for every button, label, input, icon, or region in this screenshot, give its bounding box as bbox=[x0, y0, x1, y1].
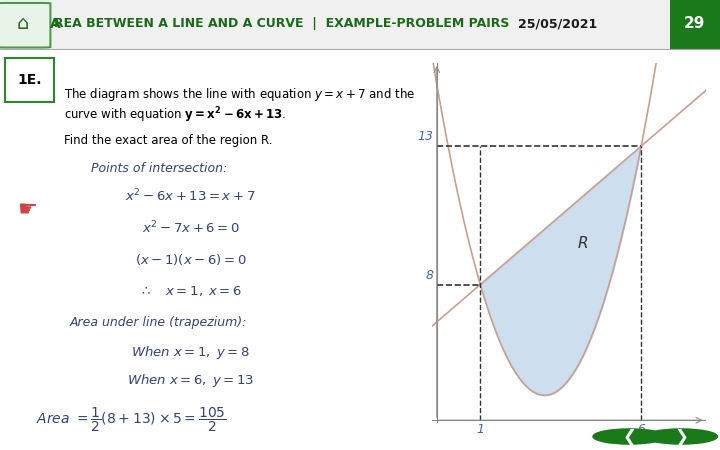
Text: 13: 13 bbox=[418, 130, 433, 143]
Text: 29: 29 bbox=[684, 16, 706, 31]
Circle shape bbox=[593, 429, 665, 444]
Text: $(x - 1)(x - 6) = 0$: $(x - 1)(x - 6) = 0$ bbox=[135, 252, 246, 267]
Text: When $x = 6, \; y = 13$: When $x = 6, \; y = 13$ bbox=[127, 372, 254, 389]
FancyBboxPatch shape bbox=[670, 0, 720, 50]
Text: A: A bbox=[50, 17, 61, 31]
Text: Find the exact area of the region R.: Find the exact area of the region R. bbox=[63, 134, 272, 147]
Text: $x^2 - 6x + 13 = x + 7$: $x^2 - 6x + 13 = x + 7$ bbox=[125, 188, 256, 204]
FancyBboxPatch shape bbox=[4, 58, 55, 102]
Text: ⌂: ⌂ bbox=[17, 14, 30, 33]
Text: 8: 8 bbox=[426, 269, 433, 282]
Text: 1E.: 1E. bbox=[17, 72, 42, 86]
Text: ❯: ❯ bbox=[674, 428, 688, 446]
Text: Area $= \dfrac{1}{2}(8 + 13)\times 5 = \dfrac{105}{2}$: Area $= \dfrac{1}{2}(8 + 13)\times 5 = \… bbox=[36, 406, 227, 434]
Text: ☛: ☛ bbox=[17, 200, 37, 220]
Text: Area under line (trapezium):: Area under line (trapezium): bbox=[70, 316, 248, 329]
Circle shape bbox=[645, 429, 717, 444]
Text: 6: 6 bbox=[637, 423, 645, 436]
Text: Points of intersection:: Points of intersection: bbox=[91, 162, 227, 175]
Text: 25/05/2021: 25/05/2021 bbox=[518, 17, 598, 30]
Text: ❮: ❮ bbox=[622, 428, 636, 446]
Text: R: R bbox=[578, 235, 588, 251]
Text: REA BETWEEN A LINE AND A CURVE  |  EXAMPLE-PROBLEM PAIRS: REA BETWEEN A LINE AND A CURVE | EXAMPLE… bbox=[54, 17, 509, 30]
Text: $\therefore \quad x = 1, \; x = 6$: $\therefore \quad x = 1, \; x = 6$ bbox=[139, 284, 242, 298]
Text: The diagram shows the line with equation $y = x + 7$ and the
curve with equation: The diagram shows the line with equation… bbox=[63, 86, 415, 125]
Text: 1: 1 bbox=[477, 423, 485, 436]
FancyBboxPatch shape bbox=[0, 3, 50, 48]
Text: $x^2 - 7x + 6 = 0$: $x^2 - 7x + 6 = 0$ bbox=[142, 220, 240, 236]
Text: When $x = 1, \; y = 8$: When $x = 1, \; y = 8$ bbox=[131, 344, 250, 361]
